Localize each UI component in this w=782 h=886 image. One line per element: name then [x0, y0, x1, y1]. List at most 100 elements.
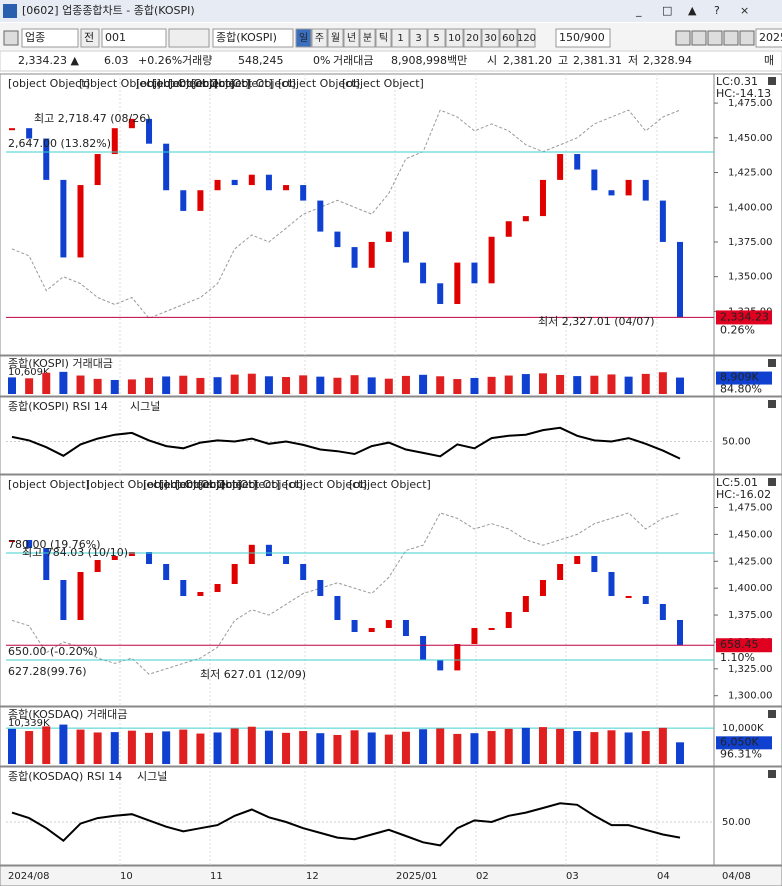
name-box[interactable]	[212, 28, 294, 48]
period-btn[interactable]	[517, 28, 536, 48]
market-box[interactable]	[21, 28, 79, 48]
window-button[interactable]: □	[662, 4, 672, 17]
tool-icon[interactable]	[707, 30, 723, 46]
period-label: 20	[466, 33, 479, 44]
candle	[488, 236, 495, 284]
year-box[interactable]	[755, 28, 782, 48]
volume-bar	[145, 377, 154, 394]
candle	[128, 552, 135, 556]
period-btn[interactable]	[375, 28, 392, 48]
candle	[420, 262, 427, 284]
tool-icon[interactable]	[739, 30, 755, 46]
annotation: 780.00 (19.76%)	[8, 538, 101, 551]
y-tick-label: 50.00	[722, 817, 751, 828]
window-title: [0602] 업종종합차트 - 종합(KOSPI)	[22, 4, 195, 17]
volume-bar	[436, 728, 445, 764]
period-btn[interactable]	[311, 28, 328, 48]
signal-label: 시그널	[137, 770, 167, 783]
period-btn[interactable]	[343, 28, 360, 48]
y-tick-label: 1,450.00	[728, 133, 773, 144]
candle	[248, 544, 255, 564]
candle	[659, 200, 666, 242]
close-btn[interactable]	[768, 710, 776, 718]
period-btn[interactable]	[327, 28, 344, 48]
last-volume: 8,909K	[720, 371, 759, 384]
tool-icon[interactable]	[691, 30, 707, 46]
volume-bar	[42, 372, 51, 394]
close-btn[interactable]	[768, 478, 776, 486]
close-btn[interactable]	[768, 77, 776, 85]
period-btn[interactable]	[445, 28, 464, 48]
volume-pct: 84.80%	[720, 383, 762, 396]
candle	[402, 231, 409, 263]
volume-bar	[624, 732, 633, 764]
x-tick-label: 11	[210, 871, 223, 882]
x-tick-label: 04/08	[722, 871, 751, 882]
volume-bar	[573, 731, 582, 764]
prev-box[interactable]	[80, 28, 100, 48]
last-price: 2,334.23	[720, 310, 769, 323]
period-btn[interactable]	[463, 28, 482, 48]
window-button[interactable]: _	[635, 4, 642, 17]
period-btn[interactable]	[427, 28, 446, 48]
close-btn[interactable]	[768, 770, 776, 778]
candle	[574, 154, 581, 170]
quote-item: 거래량	[182, 54, 212, 67]
close-btn[interactable]	[768, 359, 776, 367]
y-tick-label: 1,375.00	[728, 237, 773, 248]
app-icon	[3, 4, 17, 18]
panel-title: 종합(KOSPI) 거래대금	[8, 357, 113, 370]
close-btn[interactable]	[768, 400, 776, 408]
count-box[interactable]	[555, 28, 611, 48]
volume-bar	[316, 733, 325, 764]
tool-icon[interactable]	[675, 30, 691, 46]
search-btn[interactable]	[168, 28, 210, 48]
period-btn[interactable]	[499, 28, 518, 48]
window-button[interactable]: ?	[714, 4, 720, 17]
period-btn[interactable]	[481, 28, 500, 48]
annotation: 2,647.00 (13.82%)	[8, 137, 111, 150]
icon[interactable]	[3, 30, 19, 46]
candle	[146, 552, 153, 564]
volume-bar	[556, 374, 565, 394]
candle	[9, 128, 15, 131]
legend-item: [object Object]	[86, 478, 168, 491]
quote-item: 6.03	[104, 54, 129, 67]
volume-bar	[247, 726, 256, 764]
code-box[interactable]	[101, 28, 167, 48]
count: 150/900	[559, 31, 605, 44]
tool-icon[interactable]	[723, 30, 739, 46]
candle	[608, 572, 615, 596]
window-button[interactable]: ▲	[688, 4, 697, 17]
volume-bar	[573, 376, 582, 394]
window-button[interactable]: ×	[740, 4, 749, 17]
y-tick-label: 1,375.00	[728, 610, 773, 621]
period-label: 5	[433, 33, 439, 44]
last-pct: 0.26%	[720, 323, 755, 336]
candle	[77, 185, 84, 258]
period-btn[interactable]	[391, 28, 410, 48]
period-btn[interactable]	[295, 28, 312, 48]
period-btn[interactable]	[409, 28, 428, 48]
candle	[60, 179, 67, 258]
candle	[437, 660, 444, 671]
period-label: 틱	[379, 32, 388, 44]
volume-bar	[658, 727, 667, 764]
legend-item: [object Object]	[8, 478, 90, 491]
candle	[26, 540, 33, 548]
period-btn[interactable]	[359, 28, 376, 48]
legend-item: [object Object]	[143, 478, 225, 491]
candle	[454, 644, 461, 671]
volume-bar	[350, 730, 359, 764]
candle	[214, 179, 221, 191]
volume-bar	[42, 726, 51, 764]
candle	[197, 190, 204, 211]
candle	[591, 169, 598, 191]
signal-label: 시그널	[130, 400, 160, 413]
quote-item: 548,245	[238, 54, 284, 67]
volume-bar	[453, 733, 462, 764]
y-tick-label: 1,325.00	[728, 664, 773, 675]
volume-bar	[196, 733, 205, 764]
candle	[488, 628, 495, 630]
